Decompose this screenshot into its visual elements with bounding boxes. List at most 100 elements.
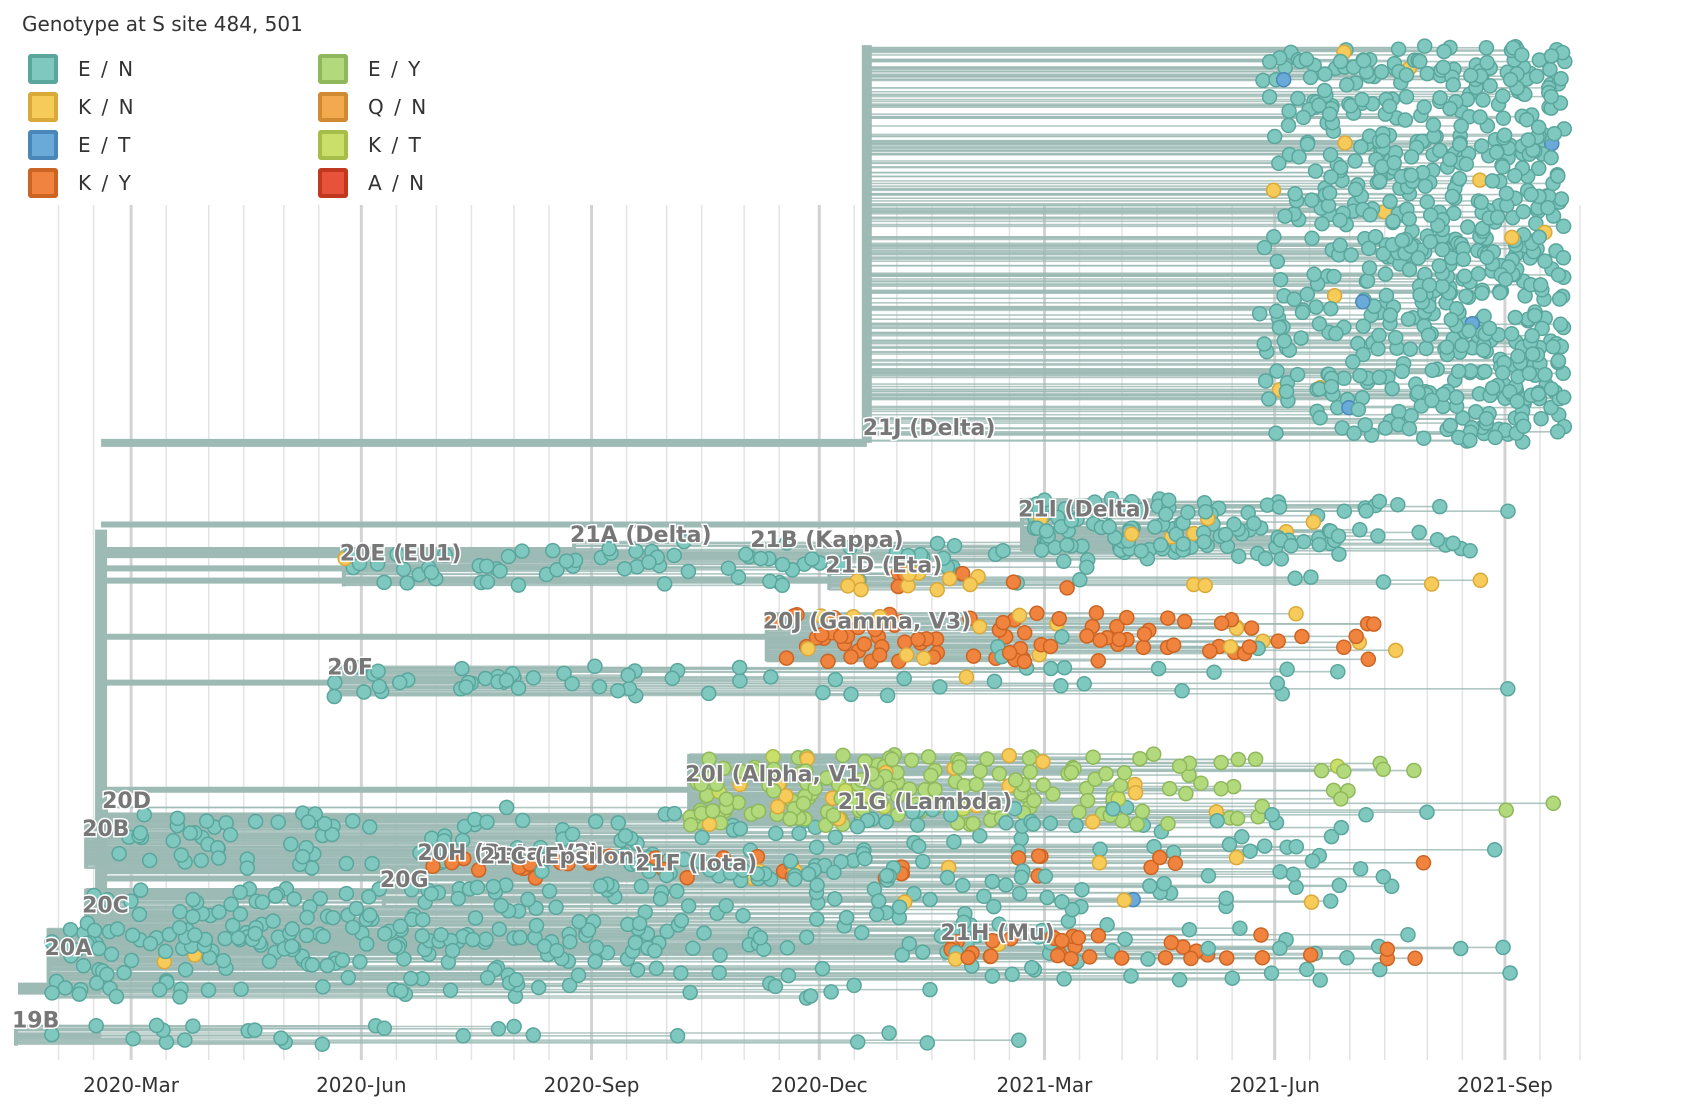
tip-point	[620, 667, 636, 683]
tip-point	[769, 798, 786, 815]
tip-point	[1500, 503, 1516, 519]
tip-point	[548, 899, 564, 916]
tip-point	[1152, 849, 1168, 866]
tip-point	[954, 877, 971, 894]
tip-point	[520, 891, 536, 908]
tip-point	[1474, 285, 1490, 301]
tip-point	[813, 608, 829, 624]
tip-point	[1478, 40, 1495, 56]
tip-point	[1355, 294, 1371, 310]
legend-item-k-n[interactable]: K / N	[28, 92, 136, 122]
tip-point	[1370, 341, 1386, 357]
tip-point	[1415, 430, 1432, 446]
tip-point	[718, 791, 735, 807]
tip-point	[1055, 553, 1072, 570]
tip-point	[142, 935, 159, 952]
tip-point	[371, 678, 388, 695]
tip-point	[1304, 230, 1320, 247]
legend-item-k-y[interactable]: K / Y	[28, 168, 133, 198]
tip-point	[299, 909, 315, 926]
tip-point	[1054, 893, 1070, 910]
tip-point	[1397, 112, 1414, 128]
tip-point	[1550, 353, 1567, 369]
tip-point	[352, 659, 369, 675]
tip-point	[1079, 559, 1095, 575]
tip-point	[1193, 775, 1209, 791]
tip-point	[960, 949, 976, 966]
legend-item-e-y[interactable]: E / Y	[318, 54, 422, 84]
legend-item-k-t[interactable]: K / T	[318, 130, 423, 160]
tip-point	[265, 913, 281, 929]
tip-point	[986, 673, 1003, 690]
tip-point	[763, 669, 779, 685]
tip-point	[1332, 212, 1348, 228]
tip-point	[1357, 417, 1373, 433]
tip-point	[534, 863, 550, 879]
tip-point	[1299, 286, 1316, 303]
tip-point	[1390, 496, 1406, 513]
tip-point	[62, 921, 79, 938]
tip-point	[506, 1018, 522, 1035]
legend-swatch-e-t	[28, 130, 58, 160]
tip-point	[627, 934, 644, 951]
tip-point	[479, 814, 495, 830]
tip-point	[1226, 516, 1242, 532]
tip-point	[1323, 828, 1340, 845]
tip-point	[1398, 67, 1415, 83]
tip-point	[658, 867, 675, 884]
tip-point	[955, 914, 972, 931]
tip-point	[1330, 663, 1346, 680]
tip-point	[1503, 326, 1520, 342]
tip-point	[423, 886, 440, 902]
tip-point	[1484, 380, 1501, 396]
tip-point	[479, 970, 496, 986]
tip-point	[768, 825, 784, 842]
legend-item-a-n[interactable]: A / N	[318, 168, 426, 198]
tip-point	[1135, 639, 1152, 656]
legend-item-e-t[interactable]: E / T	[28, 130, 132, 160]
tip-point	[804, 551, 820, 567]
tip-point	[1117, 499, 1133, 516]
tip-point	[1379, 941, 1396, 957]
tip-point	[1432, 90, 1448, 106]
tip-point	[1442, 100, 1458, 117]
clade-label: 21I (Delta)	[1018, 498, 1151, 523]
tip-point	[1371, 493, 1388, 510]
clade-label: 20B	[82, 817, 129, 842]
tip-point	[1378, 287, 1395, 304]
tip-point	[915, 650, 932, 667]
tip-point	[123, 952, 140, 969]
tip-point	[878, 814, 894, 830]
clade-label: 21F (Iota)	[635, 851, 757, 876]
tip-point	[898, 647, 915, 663]
tip-point	[358, 936, 375, 952]
tip-point	[1054, 629, 1070, 645]
tip-point	[364, 855, 380, 872]
tip-point	[1336, 763, 1352, 780]
tip-point	[1287, 186, 1303, 202]
tip-point	[89, 975, 105, 991]
tip-point	[1254, 798, 1270, 815]
tip-point	[1090, 653, 1107, 669]
tip-point	[1294, 304, 1311, 321]
tip-point	[510, 680, 527, 696]
tip-point	[1312, 410, 1328, 426]
tip-point	[834, 555, 850, 572]
tip-point	[1352, 522, 1368, 538]
tip-point	[715, 760, 732, 777]
tip-point	[932, 679, 948, 695]
tip-point	[778, 535, 795, 551]
tip-point	[562, 934, 578, 950]
tip-point	[969, 927, 986, 944]
tip-point	[1543, 381, 1560, 397]
tip-point	[1323, 300, 1339, 317]
tip-point	[1532, 277, 1549, 293]
tip-point	[1336, 639, 1352, 656]
tip-point	[1051, 610, 1067, 627]
tip-point	[498, 799, 515, 816]
tip-point	[1546, 125, 1563, 142]
legend-item-q-n[interactable]: Q / N	[318, 92, 428, 122]
tip-point	[955, 801, 971, 817]
tip-point	[1514, 47, 1530, 63]
legend-item-e-n[interactable]: E / N	[28, 54, 135, 84]
